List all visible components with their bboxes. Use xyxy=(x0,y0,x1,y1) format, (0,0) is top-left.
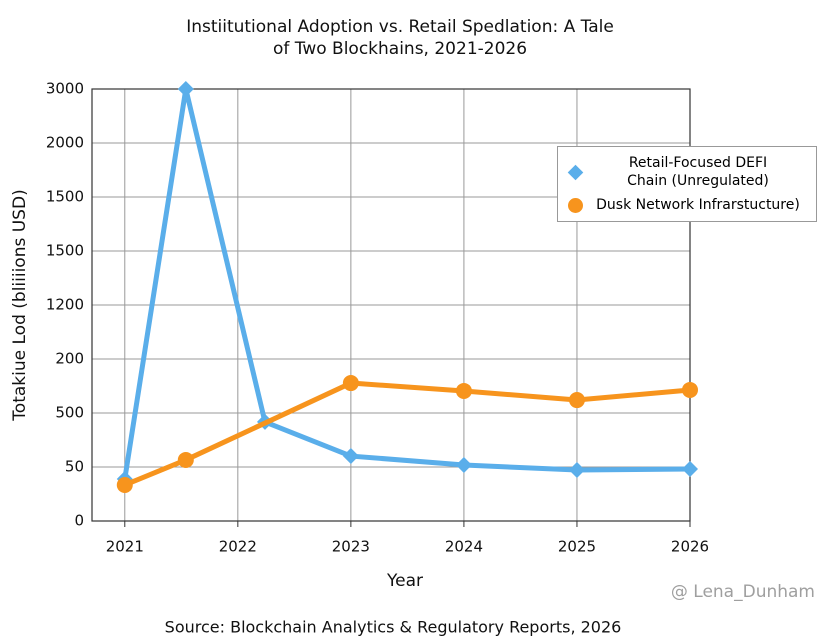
y-tick-label: 200 xyxy=(55,350,84,368)
chart-title: of Two Blockhains, 2021-2026 xyxy=(273,39,527,59)
x-tick-label: 2026 xyxy=(671,538,709,556)
marker xyxy=(682,461,698,478)
legend-symbol xyxy=(567,197,583,213)
watermark: @ Lena_Dunham xyxy=(671,582,815,602)
x-tick-label: 2024 xyxy=(445,538,483,556)
y-tick-label: 3000 xyxy=(46,80,84,98)
marker xyxy=(455,456,472,473)
x-tick-label: 2023 xyxy=(332,538,370,556)
legend-key xyxy=(564,164,586,180)
legend-entry: Retail-Focused DEFI Chain (Unregulated) xyxy=(558,151,816,193)
x-tick-label: 2021 xyxy=(106,538,144,556)
x-tick-label: 2022 xyxy=(219,538,257,556)
source: Source: Blockchain Analytics & Regulator… xyxy=(165,618,622,637)
plot-frame xyxy=(91,88,691,522)
marker xyxy=(177,451,194,468)
y-tick-label: 1200 xyxy=(46,296,84,314)
marker xyxy=(177,81,194,97)
series-line xyxy=(123,380,691,488)
x-tick-label: 2025 xyxy=(558,538,596,556)
chart-title: Instiitutional Adoption vs. Retail Spedl… xyxy=(186,17,614,37)
y-tick-label: 0 xyxy=(74,512,84,530)
marker xyxy=(568,392,585,409)
marker xyxy=(116,477,133,493)
legend-label: Dusk Network Infrarstucture) xyxy=(596,197,800,213)
legend: Retail-Focused DEFI Chain (Unregulated) D… xyxy=(557,146,817,222)
marker xyxy=(342,375,359,392)
y-tick-label: 2000 xyxy=(46,134,84,152)
legend-label: Retail-Focused DEFI Chain (Unregulated) xyxy=(627,155,769,189)
marker xyxy=(682,381,698,398)
marker xyxy=(455,382,472,399)
marker xyxy=(342,448,359,465)
y-tick-label: 50 xyxy=(65,458,84,476)
y-tick-label: 1500 xyxy=(46,188,84,206)
legend-entry: Dusk Network Infrarstucture) xyxy=(558,193,816,217)
x-axis-label: Year xyxy=(386,571,423,591)
y-tick-label: 500 xyxy=(55,404,84,422)
legend-key xyxy=(564,197,586,213)
y-axis-label: Totakiue Lod (bliiiions USD) xyxy=(10,189,30,421)
y-tick-label: 1500 xyxy=(46,242,84,260)
legend-symbol xyxy=(567,164,583,180)
marker xyxy=(568,462,585,479)
